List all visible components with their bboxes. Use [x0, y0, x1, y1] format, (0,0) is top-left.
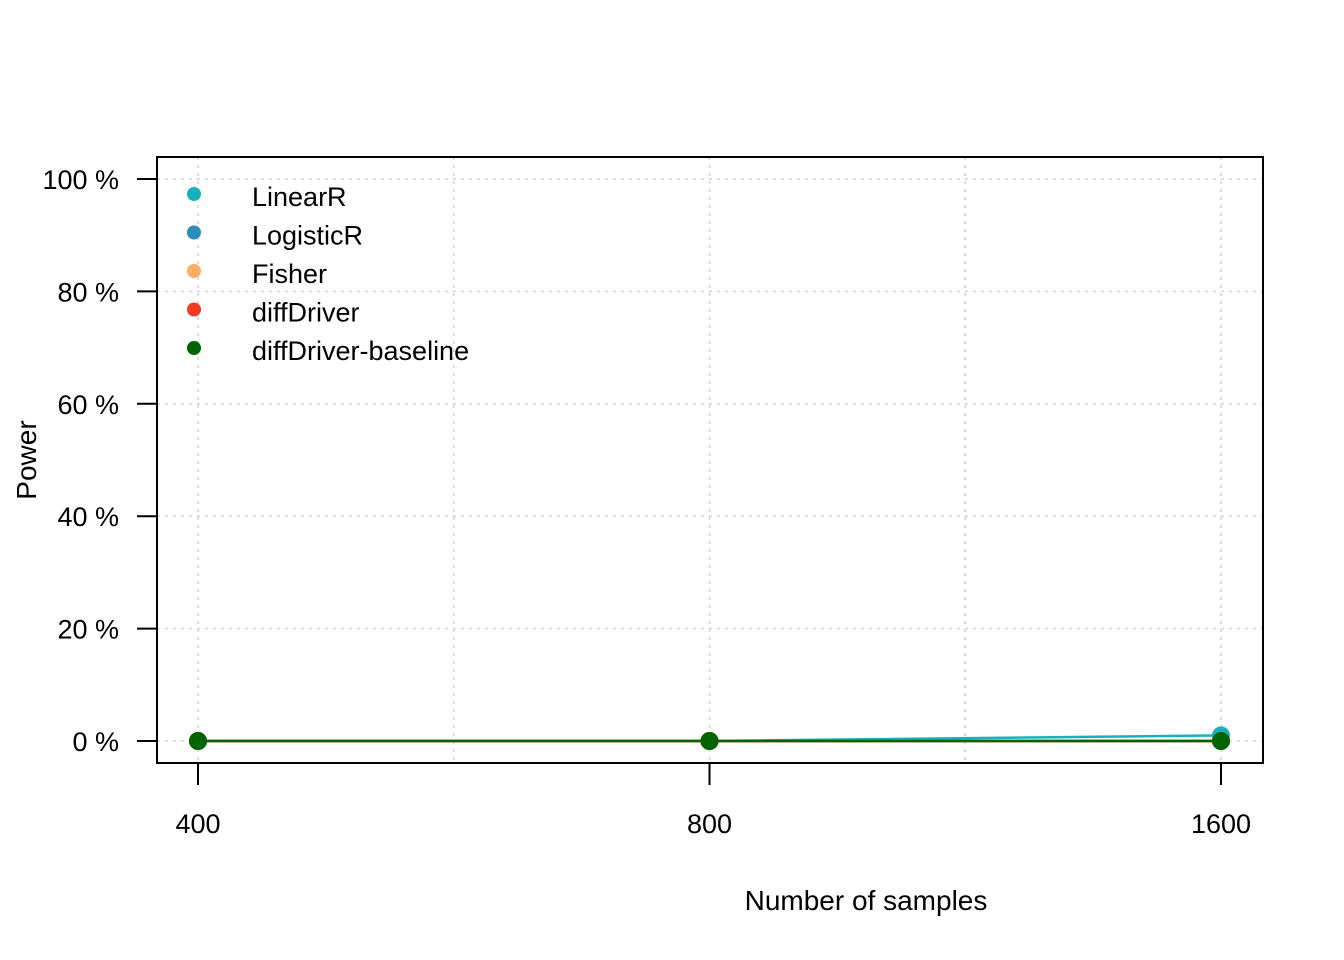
legend-marker-diffdriver	[187, 302, 201, 317]
legend-marker-diffdriver-baseline	[187, 341, 201, 355]
x-axis-label: Number of samples	[745, 885, 988, 916]
y-tick-label: 80 %	[57, 277, 119, 307]
legend-label-fisher: Fisher	[252, 259, 327, 289]
legend-marker-linearr	[187, 187, 201, 201]
data-point-diffdriver-baseline	[700, 732, 719, 750]
y-tick-label: 0 %	[72, 727, 119, 757]
y-tick-label: 60 %	[57, 390, 119, 420]
x-tick-label: 800	[687, 809, 732, 839]
legend-marker-fisher	[187, 264, 201, 278]
legend: LinearR LogisticR Fisher diffDriver diffDriv…	[187, 182, 469, 366]
legend-label-logisticr: LogisticR	[252, 221, 363, 251]
legend-label-diffdriver-baseline: diffDriver-baseline	[252, 336, 469, 366]
y-tick-label: 100 %	[42, 165, 119, 195]
legend-label-diffdriver: diffDriver	[252, 298, 360, 328]
legend-label-linearr: LinearR	[252, 182, 347, 212]
y-tick-label: 40 %	[57, 502, 119, 532]
series-layer	[189, 726, 1230, 750]
y-tick-label: 20 %	[57, 615, 119, 645]
y-axis-label: Power	[11, 420, 42, 499]
x-tick-label: 1600	[1191, 809, 1251, 839]
data-point-diffdriver-baseline	[1212, 732, 1230, 750]
x-tick-label: 400	[175, 809, 220, 839]
axes: 0 % 20 % 40 % 60 % 80 % 100 % 400 800 1600	[42, 165, 1251, 839]
legend-marker-logisticr	[187, 225, 201, 240]
data-point-diffdriver-baseline	[189, 732, 207, 750]
